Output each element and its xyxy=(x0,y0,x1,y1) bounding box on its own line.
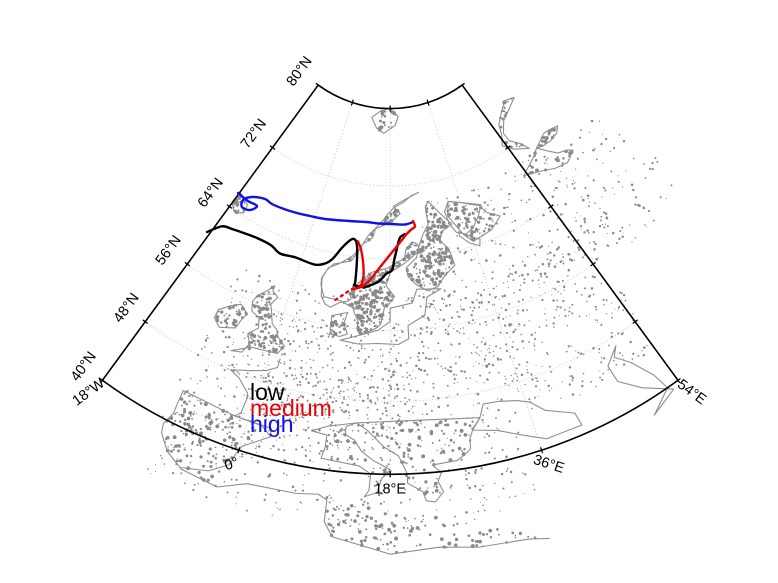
svg-text:high: high xyxy=(250,411,293,437)
svg-text:18°E: 18°E xyxy=(374,481,406,497)
